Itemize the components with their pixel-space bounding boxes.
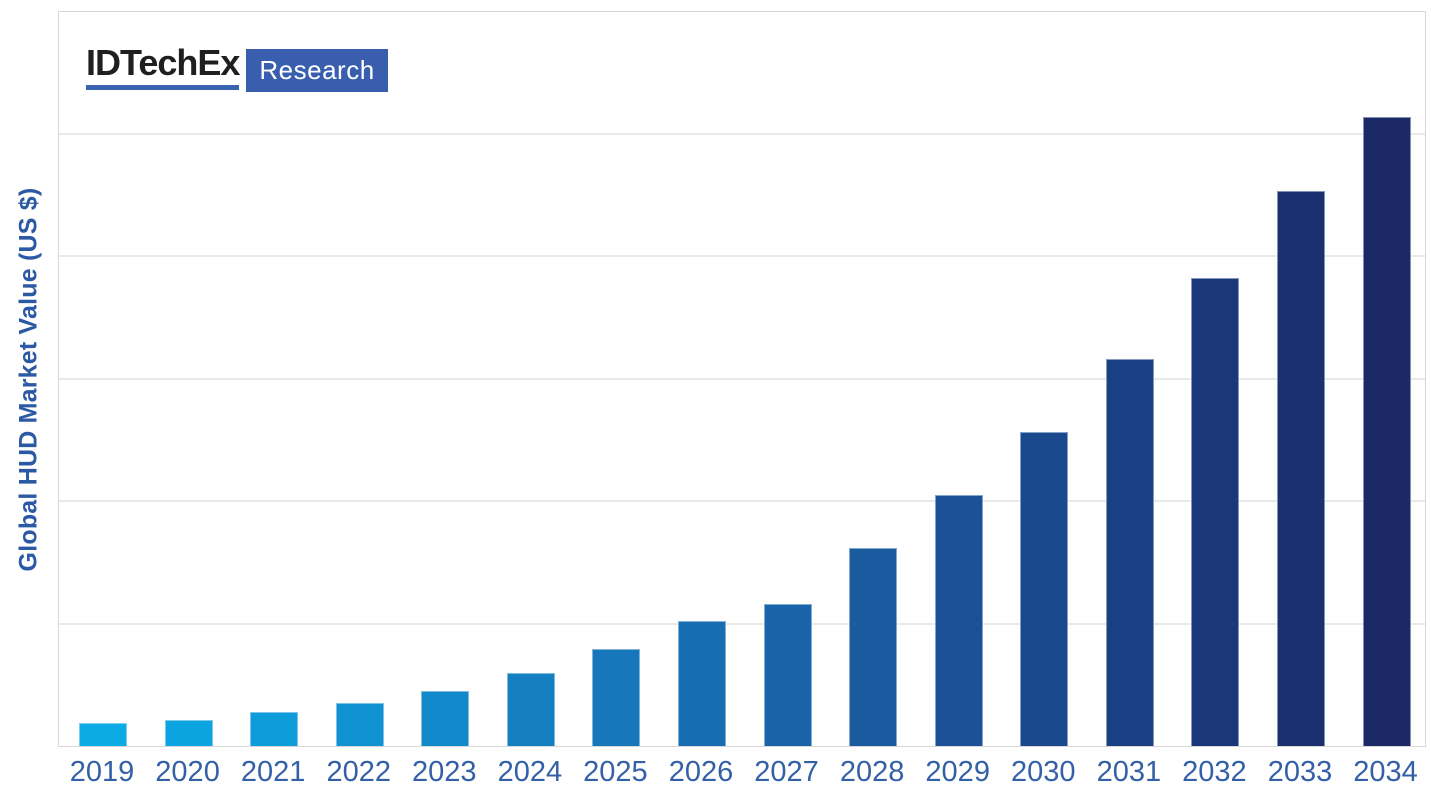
gridline [59, 255, 1425, 257]
x-axis-labels: 2019 2020 2021 2022 2023 2024 2025 2026 2027 2028… [58, 756, 1426, 796]
x-tick-2022: 2022 [326, 756, 391, 788]
x-tick-2027: 2027 [754, 756, 819, 788]
logo-brand-text: IDTechEx [86, 45, 240, 90]
bar-2021 [250, 712, 299, 746]
bar-2022 [335, 703, 384, 746]
y-axis-title: Global HUD Market Value (US $) [14, 187, 43, 571]
bar-2026 [677, 621, 726, 746]
x-tick-2026: 2026 [668, 756, 734, 788]
bar-2023 [421, 691, 470, 746]
bar-2034 [1362, 117, 1411, 746]
x-tick-2033: 2033 [1267, 756, 1333, 788]
x-tick-2020: 2020 [155, 756, 220, 788]
gridline [59, 623, 1425, 625]
bar-2030 [1020, 432, 1069, 746]
bar-2033 [1276, 191, 1325, 746]
x-tick-2019: 2019 [69, 756, 135, 788]
x-tick-2031: 2031 [1096, 756, 1162, 788]
x-tick-2024: 2024 [497, 756, 563, 788]
x-tick-2028: 2028 [839, 756, 905, 788]
y-axis-title-area: Global HUD Market Value (US $) [0, 11, 58, 747]
x-tick-2034: 2034 [1353, 756, 1418, 788]
x-tick-2025: 2025 [583, 756, 648, 788]
bar-2027 [763, 604, 812, 746]
logo-research-badge: Research [246, 49, 388, 92]
x-tick-2021: 2021 [240, 756, 306, 788]
idtechex-logo: IDTechEx Research [86, 45, 388, 92]
plot-area: IDTechEx Research [58, 11, 1426, 747]
x-tick-2023: 2023 [412, 756, 477, 788]
bar-2024 [506, 673, 555, 746]
bar-2032 [1191, 278, 1240, 746]
x-tick-2032: 2032 [1182, 756, 1247, 788]
x-tick-2029: 2029 [925, 756, 990, 788]
gridline [59, 500, 1425, 502]
gridline [59, 378, 1425, 380]
bar-2031 [1105, 359, 1154, 746]
bar-2019 [79, 723, 127, 746]
bar-2020 [164, 720, 213, 746]
bar-2025 [592, 649, 641, 746]
gridline [59, 133, 1425, 135]
bar-2029 [934, 495, 983, 746]
bar-2028 [849, 548, 898, 746]
x-tick-2030: 2030 [1011, 756, 1076, 788]
